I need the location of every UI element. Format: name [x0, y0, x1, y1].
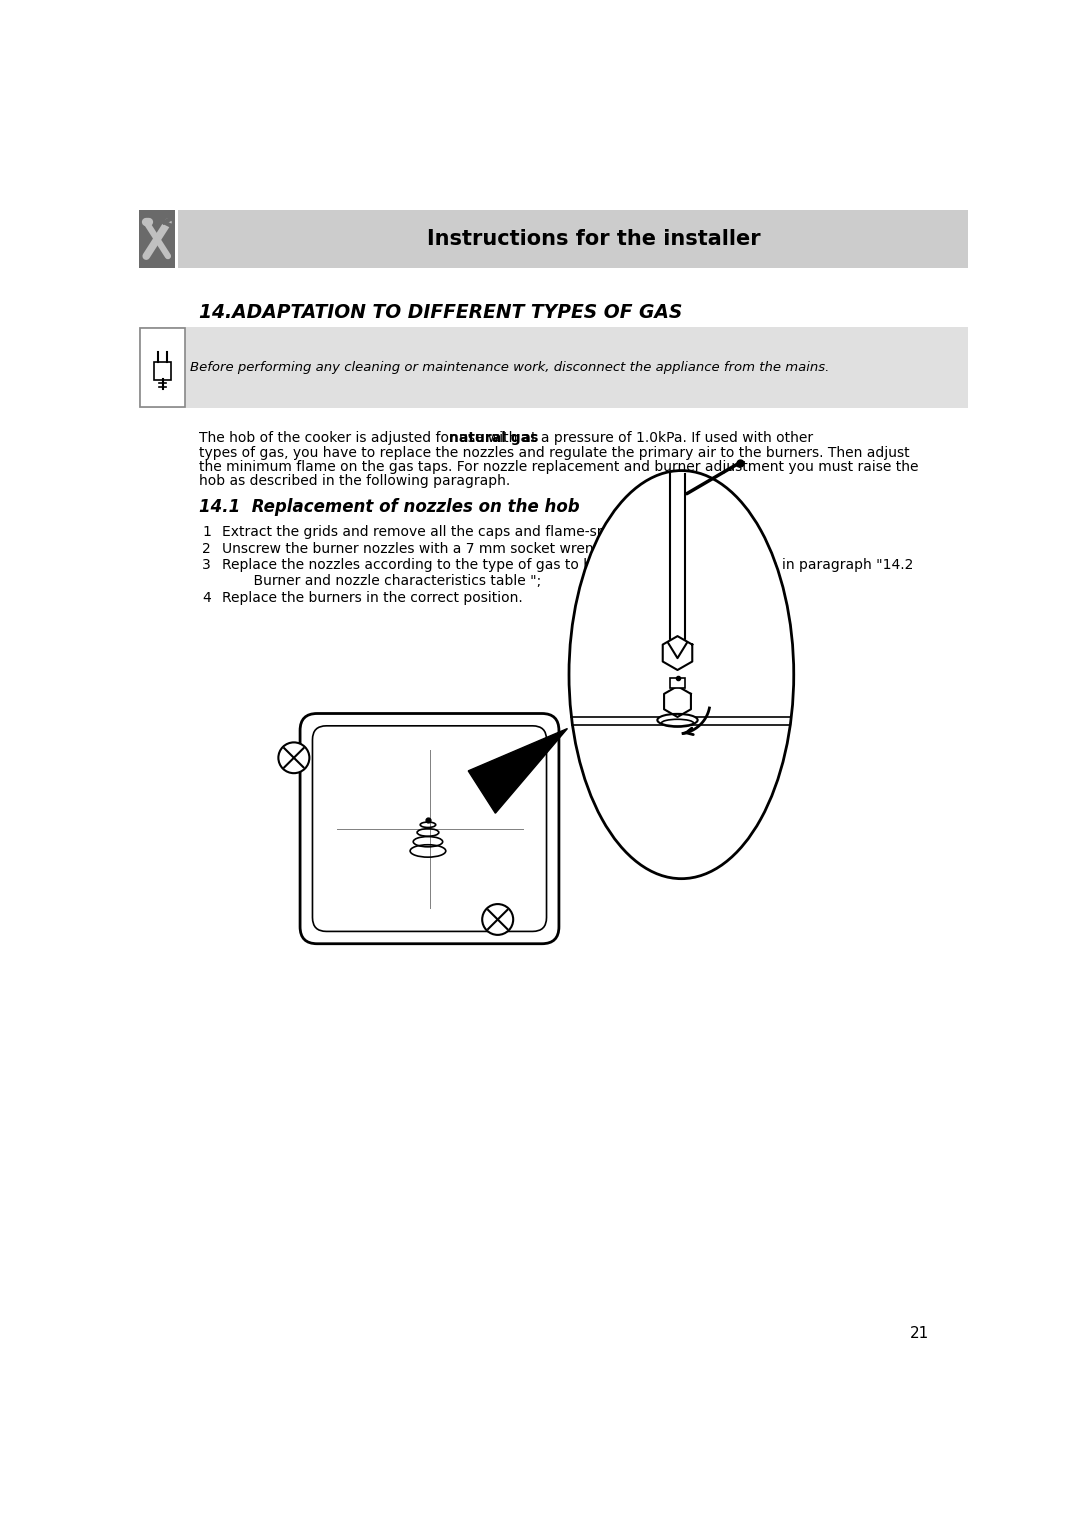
Ellipse shape: [569, 471, 794, 879]
Text: the minimum flame on the gas taps. For nozzle replacement and burner adjustment : the minimum flame on the gas taps. For n…: [199, 460, 918, 474]
Text: Instructions for the installer: Instructions for the installer: [428, 229, 761, 249]
Text: Burner and nozzle characteristics table ";: Burner and nozzle characteristics table …: [235, 575, 541, 588]
Text: 4: 4: [202, 591, 212, 605]
FancyBboxPatch shape: [139, 327, 968, 408]
Circle shape: [482, 905, 513, 935]
Polygon shape: [663, 636, 692, 669]
FancyBboxPatch shape: [139, 211, 175, 267]
Text: Unscrew the burner nozzles with a 7 mm socket wrench;: Unscrew the burner nozzles with a 7 mm s…: [221, 541, 615, 556]
Circle shape: [279, 743, 309, 773]
Text: 2: 2: [202, 541, 212, 556]
Text: 3: 3: [202, 558, 212, 571]
Text: 21: 21: [910, 1326, 930, 1340]
Bar: [670, 678, 685, 688]
Text: The hob of the cooker is adjusted for use with: The hob of the cooker is adjusted for us…: [199, 431, 522, 445]
Text: 14.ADAPTATION TO DIFFERENT TYPES OF GAS: 14.ADAPTATION TO DIFFERENT TYPES OF GAS: [199, 303, 681, 322]
Text: Replace the nozzles according to the type of gas to be used and the description : Replace the nozzles according to the typ…: [221, 558, 914, 571]
Polygon shape: [469, 729, 567, 813]
Text: types of gas, you have to replace the nozzles and regulate the primary air to th: types of gas, you have to replace the no…: [199, 446, 909, 460]
FancyBboxPatch shape: [139, 329, 186, 408]
Ellipse shape: [658, 714, 698, 726]
Text: Before performing any cleaning or maintenance work, disconnect the appliance fro: Before performing any cleaning or mainte…: [190, 361, 829, 374]
Polygon shape: [664, 686, 691, 717]
Text: Replace the burners in the correct position.: Replace the burners in the correct posit…: [221, 591, 523, 605]
FancyBboxPatch shape: [177, 211, 968, 267]
Text: natural gas: natural gas: [448, 431, 538, 445]
Text: 1: 1: [202, 526, 212, 539]
Text: 14.1  Replacement of nozzles on the hob: 14.1 Replacement of nozzles on the hob: [199, 498, 579, 515]
FancyBboxPatch shape: [300, 714, 559, 944]
Text: at a pressure of 1.0kPa. If used with other: at a pressure of 1.0kPa. If used with ot…: [518, 431, 813, 445]
FancyBboxPatch shape: [312, 726, 546, 932]
Text: Extract the grids and remove all the caps and flame-spreader crowns;: Extract the grids and remove all the cap…: [221, 526, 710, 539]
Text: hob as described in the following paragraph.: hob as described in the following paragr…: [199, 474, 510, 487]
FancyBboxPatch shape: [154, 362, 171, 380]
